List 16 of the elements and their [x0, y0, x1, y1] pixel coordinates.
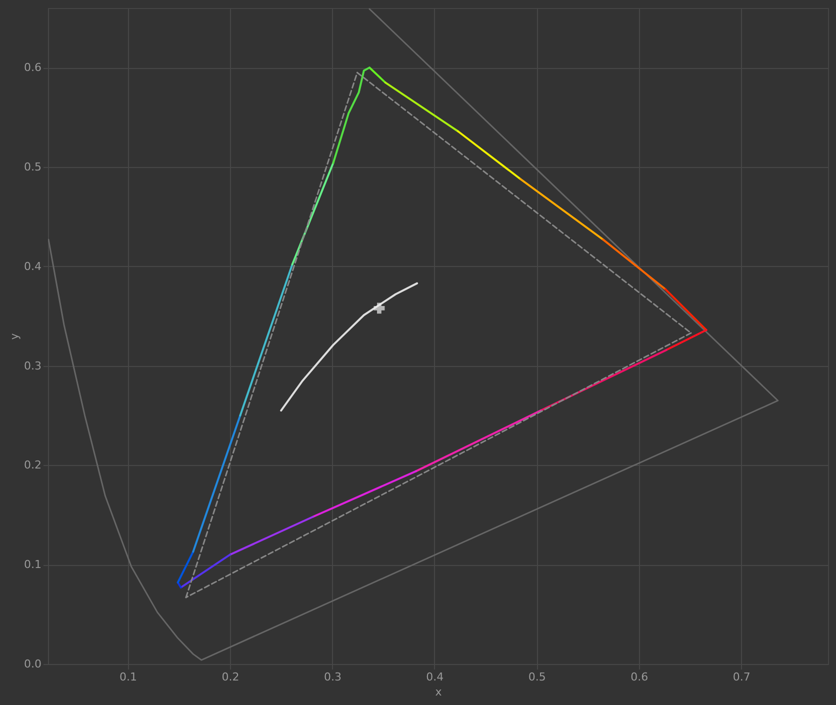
y-tick-label: 0.4 — [24, 260, 42, 273]
y-tick-label: 0.5 — [24, 160, 42, 174]
y-axis-title: y — [8, 332, 22, 340]
x-tick-label: 0.7 — [732, 670, 750, 684]
x-tick-label: 0.5 — [528, 670, 546, 684]
x-tick-label: 0.1 — [119, 670, 137, 684]
y-tick-label: 0.6 — [24, 61, 42, 74]
x-tick-label: 0.6 — [630, 670, 648, 684]
y-tick-label: 0.1 — [24, 558, 42, 572]
x-tick-label: 0.3 — [324, 670, 342, 684]
x-tick-label: 0.2 — [222, 670, 240, 684]
y-tick-label: 0.2 — [24, 458, 42, 472]
x-tick-label: 0.4 — [426, 670, 444, 684]
y-tick-label: 0.0 — [24, 658, 42, 670]
y-tick-label: 0.3 — [24, 359, 42, 372]
x-axis-title: x — [435, 686, 442, 698]
